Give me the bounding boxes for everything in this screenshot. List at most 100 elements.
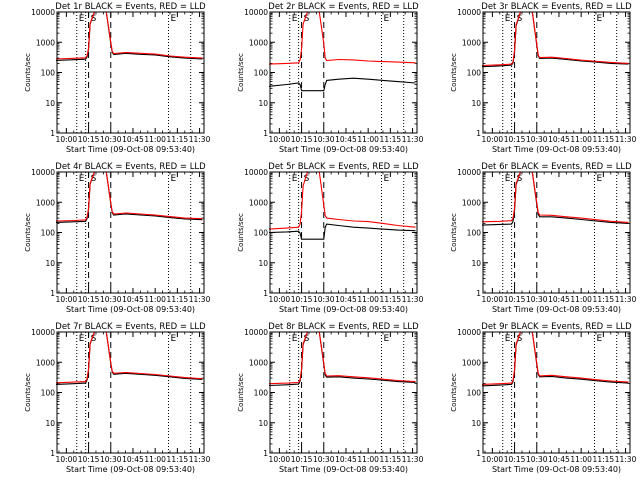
- series-line-lld: [55, 171, 203, 222]
- event-marker-label: S: [517, 334, 523, 344]
- y-axis-label: Counts/sec: [237, 213, 245, 252]
- x-tick-label: 10:00: [269, 295, 291, 304]
- x-tick-label: 11:15: [593, 455, 615, 464]
- x-tick-label: 10:45: [335, 455, 357, 464]
- event-marker-label: S: [517, 14, 523, 24]
- event-marker-label: S: [304, 14, 310, 24]
- event-marker-label: E: [170, 14, 176, 24]
- plot-frame: [56, 11, 205, 134]
- series-line-lld: [481, 331, 629, 385]
- y-tick-label: 10000: [244, 328, 268, 337]
- event-marker-label: S: [91, 174, 97, 184]
- y-axis-label: Counts/sec: [450, 53, 458, 92]
- x-axis-label: Start Time (09-Oct-08 09:53:40): [492, 145, 621, 154]
- y-tick-label: 10000: [31, 328, 55, 337]
- chart-panel-3: Det 3r BLACK = Events, RED = LLD Counts/s…: [450, 2, 637, 154]
- event-marker-label: E: [596, 14, 602, 24]
- y-tick-label: 1000: [249, 358, 268, 367]
- y-tick-label: 10: [471, 99, 481, 108]
- chart-title: Det 1r BLACK = Events, RED = LLD: [55, 2, 206, 12]
- y-tick-label: 100: [467, 389, 482, 398]
- event-marker-label: S: [304, 174, 310, 184]
- plot-frame: [269, 331, 418, 454]
- y-tick-label: 1000: [249, 198, 268, 207]
- x-tick-label: 10:15: [291, 295, 313, 304]
- chart-title: Det 7r BLACK = Events, RED = LLD: [55, 322, 206, 332]
- x-tick-label: 11:30: [189, 295, 211, 304]
- x-tick-label: 10:30: [526, 455, 548, 464]
- chart-panel-5: Det 5r BLACK = Events, RED = LLD Counts/s…: [237, 162, 424, 314]
- y-tick-label: 1: [263, 289, 268, 298]
- event-marker-label: E: [383, 174, 389, 184]
- y-axis-label: Counts/sec: [24, 53, 32, 92]
- event-marker-label: E: [505, 14, 511, 24]
- event-marker-label: S: [91, 334, 97, 344]
- plot-frame: [56, 171, 205, 294]
- x-tick-label: 11:00: [570, 295, 592, 304]
- chart-title: Det 9r BLACK = Events, RED = LLD: [481, 322, 632, 332]
- y-tick-label: 10000: [457, 168, 481, 177]
- series-line-lld: [481, 171, 629, 223]
- chart-title: Det 4r BLACK = Events, RED = LLD: [55, 162, 206, 172]
- x-tick-label: 11:30: [615, 455, 637, 464]
- event-marker-label: E: [79, 334, 85, 344]
- x-axis-label: Start Time (09-Oct-08 09:53:40): [66, 145, 195, 154]
- x-tick-label: 10:30: [526, 295, 548, 304]
- x-tick-label: 10:30: [100, 295, 122, 304]
- x-tick-label: 11:15: [380, 455, 402, 464]
- x-axis-label: Start Time (09-Oct-08 09:53:40): [279, 465, 408, 474]
- x-tick-label: 11:00: [570, 455, 592, 464]
- x-tick-label: 10:00: [56, 135, 78, 144]
- y-axis-label: Counts/sec: [24, 213, 32, 252]
- x-tick-label: 10:15: [78, 455, 100, 464]
- y-axis-label: Counts/sec: [450, 213, 458, 252]
- y-tick-label: 10: [471, 259, 481, 268]
- y-tick-label: 10000: [244, 168, 268, 177]
- y-tick-label: 1: [50, 449, 55, 458]
- x-tick-label: 11:15: [167, 455, 189, 464]
- y-tick-label: 100: [254, 69, 269, 78]
- event-marker-label: E: [79, 14, 85, 24]
- x-tick-label: 11:30: [189, 455, 211, 464]
- event-marker-label: E: [170, 334, 176, 344]
- x-tick-label: 11:00: [144, 295, 166, 304]
- y-tick-label: 1000: [36, 198, 55, 207]
- x-tick-label: 10:15: [504, 135, 526, 144]
- event-marker-label: E: [292, 174, 298, 184]
- plot-frame: [482, 331, 631, 454]
- x-tick-label: 11:15: [167, 295, 189, 304]
- x-tick-label: 10:15: [504, 455, 526, 464]
- x-tick-label: 10:30: [100, 135, 122, 144]
- x-tick-label: 10:00: [56, 295, 78, 304]
- plot-frame: [269, 171, 418, 294]
- x-axis-label: Start Time (09-Oct-08 09:53:40): [279, 145, 408, 154]
- y-tick-label: 10: [258, 419, 268, 428]
- chart-title: Det 6r BLACK = Events, RED = LLD: [481, 162, 632, 172]
- x-tick-label: 10:30: [100, 455, 122, 464]
- x-tick-label: 10:15: [78, 135, 100, 144]
- x-tick-label: 10:45: [122, 295, 144, 304]
- x-tick-label: 10:00: [56, 455, 78, 464]
- x-tick-label: 10:30: [313, 135, 335, 144]
- series-line-lld: [55, 11, 203, 60]
- x-axis-label: Start Time (09-Oct-08 09:53:40): [492, 465, 621, 474]
- x-tick-label: 11:00: [570, 135, 592, 144]
- event-marker-label: E: [170, 174, 176, 184]
- event-marker-label: S: [517, 174, 523, 184]
- x-axis-label: Start Time (09-Oct-08 09:53:40): [66, 305, 195, 314]
- series-line-events: [268, 223, 416, 240]
- y-tick-label: 10000: [244, 8, 268, 17]
- y-axis-label: Counts/sec: [24, 373, 32, 412]
- x-tick-label: 11:15: [593, 295, 615, 304]
- y-tick-label: 10000: [457, 328, 481, 337]
- y-tick-label: 10: [45, 259, 55, 268]
- x-tick-label: 10:15: [78, 295, 100, 304]
- y-tick-label: 1000: [462, 38, 481, 47]
- x-tick-label: 10:45: [335, 135, 357, 144]
- x-tick-label: 10:15: [291, 135, 313, 144]
- event-marker-label: S: [91, 14, 97, 24]
- plot-frame: [269, 11, 418, 134]
- event-marker-label: E: [292, 14, 298, 24]
- plot-frame: [56, 331, 205, 454]
- x-tick-label: 11:00: [144, 455, 166, 464]
